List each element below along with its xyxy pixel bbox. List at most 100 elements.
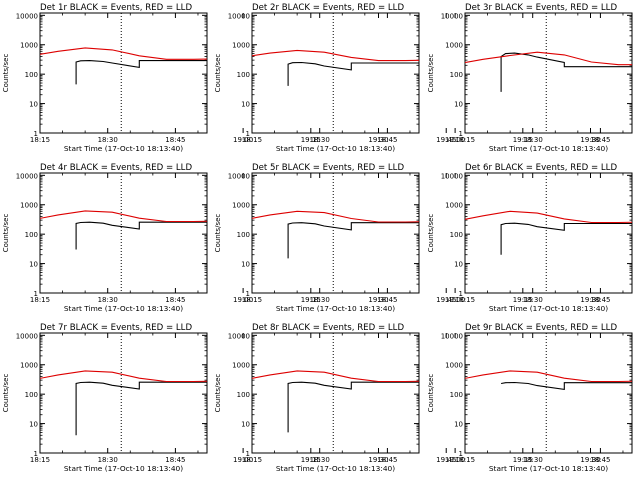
y-tick-label: 10000 [16,332,38,340]
series-lld-line [40,370,207,383]
chart-panel: Det 3r BLACK = Events, RED = LLD Counts/s… [427,3,633,153]
series-lld-line [252,49,419,62]
x-tick-label: 19:45 [436,136,456,144]
x-tick-label: 19:00 [233,296,253,304]
plot-frame [464,172,633,294]
x-axis-label: Start Time (17-Oct-10 18:13:40) [489,464,608,473]
flag-marker [603,13,609,21]
plot-frame [251,332,420,454]
y-tick-label: 10 [29,261,38,269]
x-tick-label: 18:30 [523,136,543,144]
plot-frame [251,172,420,294]
x-tick-label: 18:30 [98,456,118,464]
x-tick-label: 19:30 [368,456,388,464]
y-axis-label: Counts/sec [214,374,222,413]
plot-frame [464,332,633,454]
y-tick-label: 1000 [445,362,463,370]
flag-marker [391,333,397,341]
series-events-line [287,222,419,259]
plot-data [252,13,609,133]
x-tick-label: 19:30 [580,296,600,304]
chart-panel: Det 4r BLACK = Events, RED = LLD Counts/s… [2,163,456,313]
y-axis-label: Counts/sec [214,214,222,253]
x-tick-label: 19:15 [301,296,321,304]
y-tick-label: 1000 [20,362,38,370]
x-tick-label: 18:15 [30,136,50,144]
series-lld-line [252,210,419,223]
x-axis-label: Start Time (17-Oct-10 18:13:40) [64,144,183,153]
series-events-line [287,381,419,433]
plot-frame [464,12,633,134]
y-tick-label: 100 [450,71,463,79]
y-tick-label: 1000 [445,42,463,50]
x-axis-label: Start Time (17-Oct-10 18:13:40) [64,304,183,313]
y-tick-label: 1 [459,130,463,138]
y-tick-label: 1 [246,450,250,458]
series-events-line [501,381,632,391]
y-tick-label: 1 [34,290,38,298]
plot-data [252,173,419,293]
y-axis-label: Counts/sec [427,214,435,253]
x-tick-label: 19:00 [233,136,253,144]
series-lld-line [465,51,632,66]
chart-title: Det 4r BLACK = Events, RED = LLD [40,163,192,173]
x-tick-label: 18:15 [242,456,262,464]
y-tick-label: 10000 [441,12,463,20]
y-tick-label: 1 [34,130,38,138]
x-tick-label: 18:30 [310,136,330,144]
plot-data [40,333,397,453]
y-tick-label: 1000 [232,362,250,370]
chart-title: Det 6r BLACK = Events, RED = LLD [465,163,617,173]
chart-panel: Det 9r BLACK = Events, RED = LLD Counts/s… [427,323,633,473]
x-tick-label: 19:15 [513,456,533,464]
y-tick-label: 100 [25,391,38,399]
x-tick-label: 18:30 [98,136,118,144]
chart-panel: Det 8r BLACK = Events, RED = LLD Counts/s… [214,323,609,473]
x-tick-label: 19:30 [368,296,388,304]
flag-marker [391,13,397,21]
y-axis-label: Counts/sec [2,214,10,253]
y-tick-label: 1000 [20,42,38,50]
x-tick-label: 19:15 [513,136,533,144]
y-tick-label: 1 [34,450,38,458]
x-tick-label: 18:15 [455,456,475,464]
x-tick-label: 18:45 [165,296,185,304]
chart-panel: Det 5r BLACK = Events, RED = LLD Counts/s… [214,163,601,313]
y-tick-label: 10000 [16,12,38,20]
series-lld-line [40,210,207,223]
x-tick-label: 18:30 [310,296,330,304]
x-tick-label: 18:15 [455,296,475,304]
flag-marker [603,333,609,341]
x-tick-label: 19:30 [368,136,388,144]
series-events-line [287,61,419,86]
series-events-line [75,60,207,85]
chart-panel: Det 6r BLACK = Events, RED = LLD Counts/s… [427,163,633,313]
plot-data [252,333,609,453]
y-tick-label: 100 [25,231,38,239]
y-tick-label: 1000 [232,42,250,50]
x-tick-label: 18:30 [523,456,543,464]
y-tick-label: 1 [459,290,463,298]
x-axis-label: Start Time (17-Oct-10 18:13:40) [276,304,395,313]
x-tick-label: 18:15 [242,136,262,144]
plot-data [465,13,632,133]
x-tick-label: 19:15 [301,136,321,144]
x-tick-label: 19:30 [580,456,600,464]
x-tick-label: 18:30 [523,296,543,304]
plot-frame [39,12,208,134]
y-tick-label: 1000 [20,202,38,210]
flag-marker [391,173,397,181]
y-axis-label: Counts/sec [2,374,10,413]
y-axis-label: Counts/sec [427,374,435,413]
plot-data [465,173,632,293]
series-events-line [500,222,632,255]
series-lld-line [40,47,207,60]
x-tick-label: 18:45 [165,136,185,144]
chart-title: Det 7r BLACK = Events, RED = LLD [40,323,192,333]
chart-panel: Det 2r BLACK = Events, RED = LLD Counts/s… [214,3,609,153]
series-lld-line [465,370,632,383]
y-tick-label: 10000 [228,172,250,180]
y-tick-label: 100 [450,231,463,239]
chart-title: Det 2r BLACK = Events, RED = LLD [252,3,404,13]
